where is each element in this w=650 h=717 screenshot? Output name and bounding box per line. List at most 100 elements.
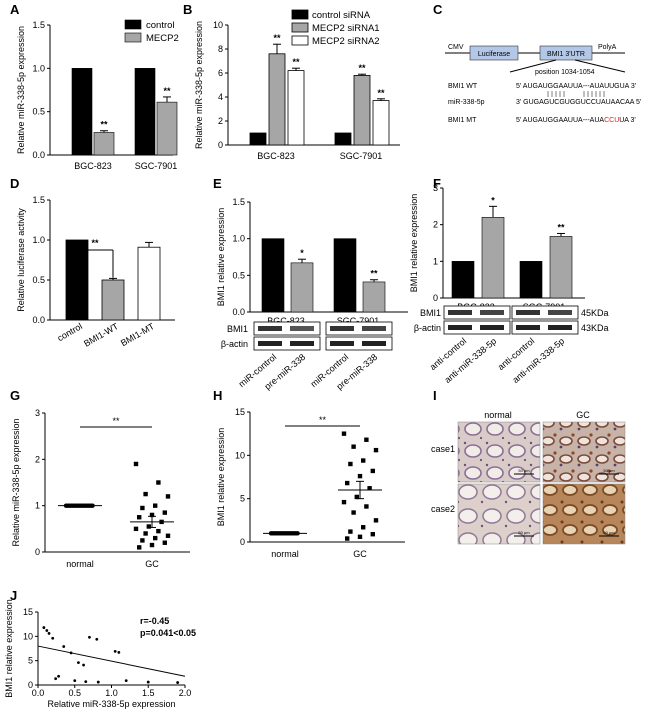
panel-label-D: D <box>10 176 19 191</box>
x-tick-label: 1.0 <box>105 688 118 698</box>
x-axis-label: Relative miR-338-5p expression <box>47 699 175 709</box>
y-tick-label: 0.0 <box>232 307 245 317</box>
significance-label: * <box>491 195 495 205</box>
blot-band <box>330 326 354 331</box>
ihc-image <box>542 483 626 545</box>
legend-swatch <box>291 9 309 20</box>
blot-band <box>330 341 354 346</box>
x-tick-label: 0.5 <box>68 688 81 698</box>
blot-box <box>253 321 321 336</box>
data-point <box>96 680 100 684</box>
data-point <box>156 480 161 485</box>
blot-band <box>516 325 540 330</box>
bar <box>481 217 505 299</box>
significance-label: ** <box>370 269 378 279</box>
y-axis-label: Relative miR-338-5p expression <box>11 418 21 546</box>
data-point <box>84 680 88 683</box>
y-tick-label: 15 <box>23 607 33 617</box>
chart-H: 0 5 10 15 BMI1 relative expression normal GC ** <box>216 407 405 559</box>
data-point <box>373 447 379 453</box>
ihc-panel-I: normal GC case1 case2 50 μm 50 μm 50 μm 50 μm <box>431 410 626 545</box>
legend-entry: MECP2 siRNA1 <box>312 23 380 34</box>
data-point <box>153 535 158 541</box>
blot-box <box>325 321 393 336</box>
significance-label: ** <box>292 57 300 67</box>
data-point <box>165 533 171 538</box>
y-tick-label: 0.0 <box>32 315 45 325</box>
scale-label: 50 μm <box>603 530 615 535</box>
y-tick-label: 0 <box>240 537 245 547</box>
data-point <box>146 680 150 684</box>
blot-band <box>362 341 386 346</box>
panel-label-E: E <box>213 176 222 191</box>
data-point <box>165 494 171 499</box>
x-tick-label: BMI1-MT <box>119 321 156 348</box>
column-label: normal <box>484 410 512 420</box>
bar <box>65 239 89 321</box>
blot-band <box>448 310 472 315</box>
data-point <box>348 461 353 467</box>
data-point <box>95 637 99 641</box>
seq-mt-suffix: UA 3' <box>619 117 636 124</box>
data-point <box>361 525 366 530</box>
bar <box>372 100 390 146</box>
polya-label: PolyA <box>598 44 617 51</box>
bar <box>134 68 156 156</box>
blot-box <box>325 336 393 351</box>
bar <box>101 279 125 321</box>
data-point <box>62 645 66 648</box>
blot-band <box>548 310 572 315</box>
scale-label: 50 μm <box>518 468 530 473</box>
data-point <box>113 650 117 653</box>
bar <box>93 132 115 156</box>
luciferase-label: Luciferase <box>478 51 510 58</box>
data-point <box>42 626 46 629</box>
seq-mt-prefix: 5' AUGAUGGAAUUA---AUA <box>516 117 604 124</box>
x-tick-label: BMI1-WT <box>82 321 120 349</box>
y-axis-label: Relative miR-338-5p expression <box>16 26 26 154</box>
bar <box>519 261 543 299</box>
column-label: GC <box>576 410 590 420</box>
y-tick-label: 10 <box>235 450 245 460</box>
blot-band <box>480 325 504 330</box>
y-axis-label: BMI1 relative expression <box>216 428 226 527</box>
x-tick-label: 0.0 <box>32 688 45 698</box>
legend-swatch <box>124 32 142 43</box>
blot-band <box>480 310 504 315</box>
data-point <box>370 532 375 537</box>
x-tick-label: SGC-7901 <box>340 151 383 161</box>
y-tick-label: 3 <box>35 408 40 418</box>
y-tick-label: 4 <box>218 92 223 102</box>
data-point <box>137 545 142 550</box>
blot-row-label: β-actin <box>221 339 248 349</box>
data-point <box>88 635 91 639</box>
data-point <box>82 663 85 667</box>
significance-label: ** <box>100 120 108 130</box>
blot-band <box>258 326 282 331</box>
seq-name: BMI1 WT <box>448 83 478 90</box>
y-tick-label: 2 <box>35 454 40 464</box>
y-tick-label: 1.5 <box>232 197 245 207</box>
zoom-line <box>509 59 557 73</box>
y-axis-label: Relative luciferase activity <box>16 208 26 312</box>
y-tick-label: 0.5 <box>32 275 45 285</box>
y-axis-label: BMI1 relative expression <box>216 208 226 307</box>
significance-label: ** <box>163 86 171 96</box>
chart-D: 0.0 0.5 1.0 1.5 Relative luciferase activity… <box>16 195 175 349</box>
blot-row-label: BMI1 <box>420 308 441 318</box>
chart-J: 0 5 10 15 BMI1 relative expression 0.0 0.5 1.0 1… <box>4 599 196 709</box>
data-point <box>162 510 167 515</box>
y-axis-label: BMI1 relative expression <box>4 599 14 698</box>
y-tick-label: 1 <box>433 256 438 266</box>
bar <box>261 238 285 313</box>
significance-label: ** <box>319 415 327 425</box>
data-point <box>364 504 369 509</box>
blot-band <box>290 326 314 331</box>
data-point <box>354 494 359 500</box>
x-tick-label: normal <box>66 559 94 569</box>
data-point <box>45 629 49 632</box>
legend-swatch <box>291 35 309 46</box>
y-tick-label: 5 <box>28 656 33 666</box>
